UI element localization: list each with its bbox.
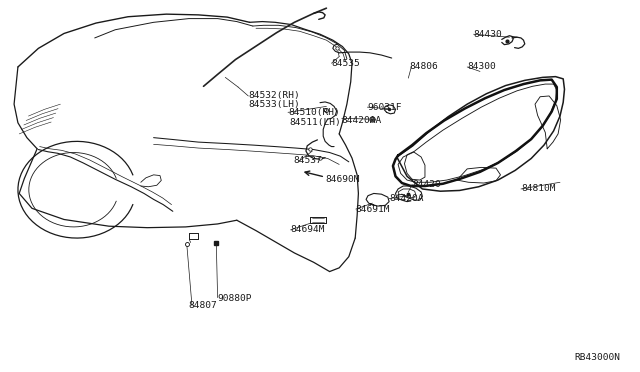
Text: 84532(RH): 84532(RH) [248,92,300,100]
Text: 96031F: 96031F [367,103,402,112]
Text: 84300: 84300 [467,62,496,71]
Text: 84806: 84806 [410,62,438,71]
Text: 84420A: 84420A [389,194,424,203]
Text: 84430: 84430 [474,30,502,39]
Text: 84533(LH): 84533(LH) [248,100,300,109]
Text: 84690M: 84690M [325,175,360,184]
Text: 84535: 84535 [332,59,360,68]
Text: 84510(RH): 84510(RH) [288,108,340,117]
Text: 84807: 84807 [188,301,217,310]
Text: 84420AA: 84420AA [342,116,382,125]
Text: 84694M: 84694M [291,225,325,234]
Text: 84511(LH): 84511(LH) [289,118,341,126]
Text: 84810M: 84810M [521,185,556,193]
Text: 84537: 84537 [293,156,322,165]
Text: 84420: 84420 [412,180,441,189]
Text: 84691M: 84691M [356,205,390,214]
Text: 90880P: 90880P [218,294,252,303]
Text: RB43000N: RB43000N [575,353,621,362]
